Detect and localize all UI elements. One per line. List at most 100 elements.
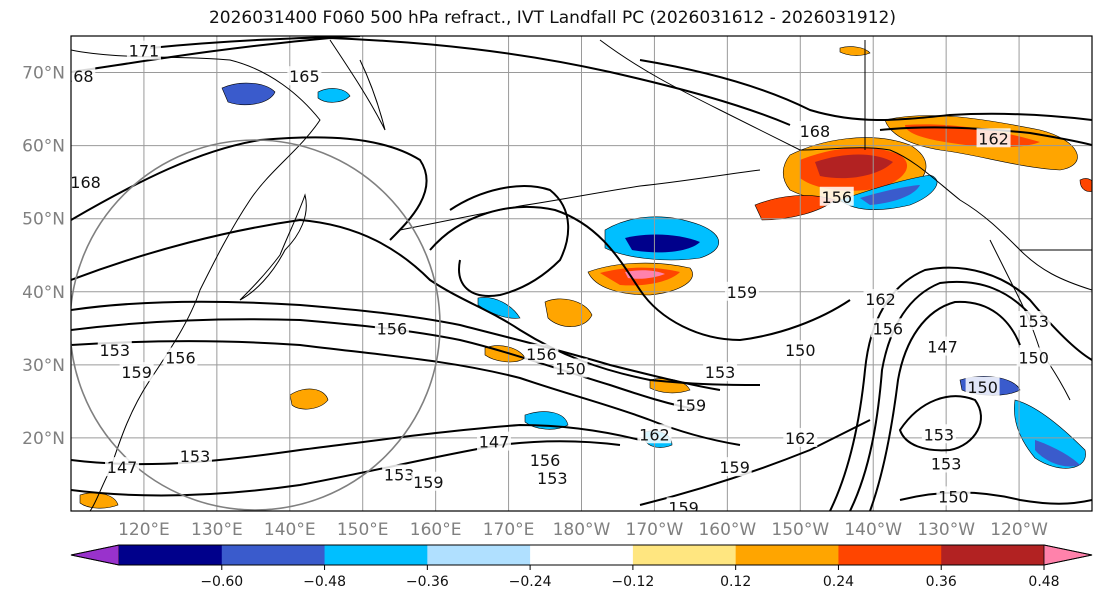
negative-blob-southeast-core	[1035, 440, 1080, 467]
lon-tick-label: 170°E	[483, 520, 535, 540]
contour-label-bg	[105, 457, 140, 477]
contour-label-bg	[1016, 347, 1051, 367]
contour-label-bg	[929, 453, 964, 473]
contour-label-bg	[703, 362, 738, 382]
colorbar-tick-label: −0.36	[406, 574, 449, 590]
contour-label-bg	[71, 172, 103, 192]
contour-sw-1	[71, 423, 641, 466]
contour-label: 159	[668, 498, 699, 517]
coastline-kamchatka	[329, 39, 386, 131]
figure-title: 2026031400 F060 500 hPa refract., IVT La…	[208, 8, 896, 28]
contour-label-bg	[666, 497, 701, 511]
coastline-alaska	[599, 39, 1092, 291]
lat-tick-label: 30°N	[22, 356, 65, 376]
contour-label-bg	[1016, 311, 1051, 330]
lon-tick-label: 160°E	[410, 520, 462, 540]
colorbar-bin	[838, 545, 942, 565]
colorbar-extend-high	[1043, 544, 1093, 566]
contour-label: 153	[924, 425, 955, 444]
colorbar-bin	[324, 545, 428, 565]
contour-ridge-central-2	[429, 206, 851, 342]
colorbar-tick-label: −0.24	[509, 574, 552, 590]
contour-label-bg	[528, 449, 563, 469]
latitude-labels: 20°N 30°N 40°N 50°N 60°N 70°N	[22, 64, 65, 449]
colorbar: −0.60 −0.48 −0.36 −0.24 −0.12 0.12 0.24 0.36 0.4…	[70, 544, 1093, 590]
contour-jet-1	[71, 300, 721, 391]
contour-label: 162	[639, 425, 670, 444]
contour-label: 153	[705, 363, 736, 382]
lon-tick-label: 160°W	[698, 520, 756, 540]
negative-blob-bering	[317, 88, 351, 103]
lat-tick-label: 60°N	[22, 137, 65, 157]
contour-label-bg	[535, 468, 570, 488]
contour-south-2	[899, 491, 1092, 505]
coastline-aleutians	[399, 169, 761, 231]
contour-label-bg	[921, 424, 956, 444]
contour-ridge-central	[449, 185, 570, 297]
contour-label-bg	[524, 343, 559, 363]
colorbar-bin	[632, 545, 737, 565]
lon-tick-label: 170°W	[626, 520, 684, 540]
contour-east-trough-3	[869, 300, 1021, 511]
colorbar-tick-label: −0.48	[303, 574, 346, 590]
contour-jet-2	[71, 318, 701, 411]
colorbar-bin	[119, 545, 223, 565]
contour-label-bg	[783, 427, 818, 447]
coastlines	[71, 39, 1092, 511]
lon-tick-label: 150°E	[337, 520, 389, 540]
contour-label: 150	[555, 360, 586, 379]
contour-label-bg	[476, 431, 511, 451]
contour-label: 153	[99, 341, 130, 360]
contour-label-bg	[863, 289, 898, 309]
colorbar-bin	[735, 545, 839, 565]
negative-blob-kamchatka	[221, 82, 276, 105]
contour-cutoff-east	[898, 395, 982, 452]
contour-label-bg	[965, 376, 1000, 396]
contour-label: 168	[70, 173, 101, 192]
contour-162-bc	[879, 126, 1092, 146]
contour-label-bg	[382, 464, 417, 484]
coastline-japan	[239, 193, 307, 301]
colorbar-bin	[530, 545, 634, 565]
contour-label: 147	[107, 458, 138, 477]
contour-label-bg	[163, 347, 198, 367]
contour-label-bg	[119, 362, 154, 382]
colorbar-bin	[941, 545, 1045, 565]
lon-tick-label: 120°E	[118, 520, 170, 540]
lon-tick-label: 180°W	[553, 520, 611, 540]
contour-label-bg	[976, 128, 1011, 148]
contour-label: 147	[479, 433, 510, 452]
contour-label: 153	[180, 447, 211, 466]
contour-trough-1	[71, 136, 428, 241]
contour-label-bg	[177, 446, 212, 466]
contour-jet-3	[71, 340, 741, 446]
contour-label: 168	[63, 67, 94, 86]
lon-tick-label: 150°W	[771, 520, 829, 540]
contour-sw-2	[71, 440, 621, 497]
contour-label-bg	[783, 340, 818, 360]
lon-tick-label: 140°E	[264, 520, 316, 540]
lat-tick-label: 50°N	[22, 210, 65, 230]
contour-label: 159	[413, 473, 444, 492]
positive-blob-ne	[1079, 178, 1092, 192]
contour-label-bg	[553, 358, 588, 378]
contour-label-bg	[374, 318, 409, 338]
contour-label: 153	[384, 465, 415, 484]
lon-tick-label: 120°W	[990, 520, 1048, 540]
contour-label: 147	[927, 338, 958, 357]
contour-label: 150	[1018, 349, 1049, 368]
coastline-asia	[71, 49, 321, 511]
contour-label-bg	[797, 121, 832, 140]
contour-label: 156	[526, 345, 557, 364]
lon-tick-label: 140°W	[844, 520, 902, 540]
contour-label-bg	[637, 424, 672, 444]
contour-label-bg	[724, 281, 759, 301]
map-frame	[70, 35, 1093, 512]
contour-label-bg	[925, 336, 960, 356]
contour-label: 159	[719, 458, 750, 477]
contour-165-north	[71, 36, 791, 126]
negative-anomaly-alaska-core	[860, 185, 920, 205]
contour-label-bg	[870, 318, 905, 338]
